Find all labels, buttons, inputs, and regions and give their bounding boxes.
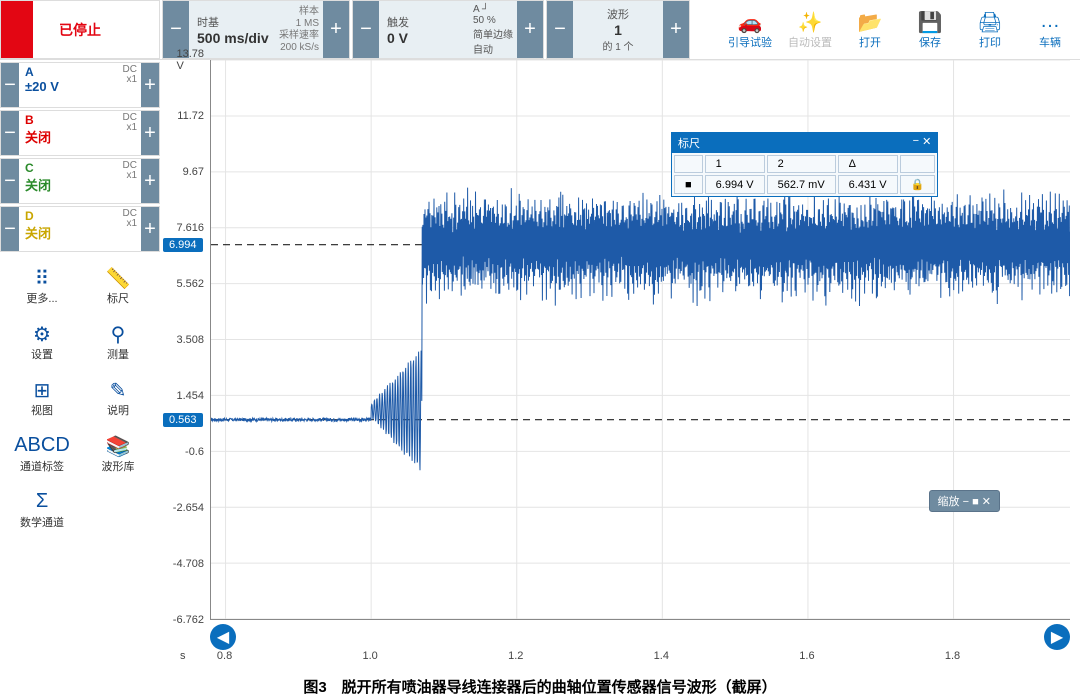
help-icon: ✎ <box>110 378 127 402</box>
status-label: 已停止 <box>59 20 101 40</box>
channel-D-minus[interactable]: − <box>1 207 19 251</box>
tool-measure[interactable]: ⚲测量 <box>80 314 156 370</box>
toolbar-guide-button[interactable]: 🚗引导试验 <box>720 0 780 59</box>
autoset-icon: ✨ <box>798 10 823 34</box>
nav-prev-button[interactable]: ◀ <box>210 624 236 650</box>
tool-help[interactable]: ✎说明 <box>80 370 156 426</box>
channel-B-minus[interactable]: − <box>1 111 19 155</box>
channel-C-minus[interactable]: − <box>1 159 19 203</box>
cursor-2-tag[interactable]: 0.563 <box>163 413 203 427</box>
trigger-plus[interactable]: + <box>517 1 543 58</box>
toolbar-open-button[interactable]: 📂打开 <box>840 0 900 59</box>
channel-A-plus[interactable]: + <box>141 63 159 107</box>
ruler-close-icon[interactable]: ✕ <box>922 135 931 151</box>
guide-icon: 🚗 <box>738 10 763 34</box>
channel-A-body[interactable]: A DCx1 ±20 V <box>19 63 141 107</box>
channel-D-plus[interactable]: + <box>141 207 159 251</box>
zoom-popup[interactable]: 缩放 − ■ ✕ <box>929 490 1000 512</box>
math-icon: Σ <box>36 490 48 514</box>
tool-settings[interactable]: ⚙设置 <box>4 314 80 370</box>
measure-icon: ⚲ <box>111 322 126 346</box>
channel-C-plus[interactable]: + <box>141 159 159 203</box>
trigger-value: 0 V <box>387 30 461 46</box>
waveform-value: 1 <box>581 22 655 38</box>
tool-view[interactable]: ⊞视图 <box>4 370 80 426</box>
tool-math[interactable]: Σ数学通道 <box>4 482 80 538</box>
chlabel-icon: ABCD <box>14 434 70 458</box>
toolbar-vehicle-button[interactable]: …车辆 <box>1020 0 1080 59</box>
ruler-minimize-icon[interactable]: − <box>913 135 919 151</box>
channel-B-body[interactable]: B DCx1 关闭 <box>19 111 141 155</box>
ruler-popup[interactable]: 标尺 − ✕ 12Δ■6.994 V562.7 mV6.431 V🔒 <box>671 132 938 197</box>
view-icon: ⊞ <box>34 378 51 402</box>
toolbar-autoset-button[interactable]: ✨自动设置 <box>780 0 840 59</box>
toolbar-save-button[interactable]: 💾保存 <box>900 0 960 59</box>
channel-D-row: − D DCx1 关闭 + <box>0 206 160 252</box>
wavelib-icon: 📚 <box>106 434 131 458</box>
trigger-label: 触发 <box>387 14 461 30</box>
waveform-prev[interactable]: − <box>547 1 573 58</box>
trigger-minus[interactable]: − <box>353 1 379 58</box>
settings-icon: ⚙ <box>33 322 51 346</box>
vehicle-icon: … <box>1040 10 1060 34</box>
channel-A-minus[interactable]: − <box>1 63 19 107</box>
waveform-label: 波形 <box>581 6 655 22</box>
timebase-value: 500 ms/div <box>197 30 271 46</box>
tool-chlabel[interactable]: ABCD通道标签 <box>4 426 80 482</box>
waveform-control: − 波形 1 的 1 个 + <box>546 0 690 59</box>
timebase-plus[interactable]: + <box>323 1 349 58</box>
tool-wavelib[interactable]: 📚波形库 <box>80 426 156 482</box>
more-icon: ⠿ <box>35 266 50 290</box>
tool-ruler[interactable]: 📏标尺 <box>80 258 156 314</box>
figure-caption: 图3 脱开所有喷油器导线连接器后的曲轴位置传感器信号波形（截屏） <box>0 670 1080 697</box>
open-icon: 📂 <box>858 10 883 34</box>
ruler-icon: 📏 <box>106 266 131 290</box>
channel-D-body[interactable]: D DCx1 关闭 <box>19 207 141 251</box>
nav-next-button[interactable]: ▶ <box>1044 624 1070 650</box>
toolbar-print-button[interactable]: 🖨打印 <box>960 0 1020 59</box>
status-panel: 已停止 <box>0 0 160 59</box>
channel-B-row: − B DCx1 关闭 + <box>0 110 160 156</box>
channel-A-row: − A DCx1 ±20 V + <box>0 62 160 108</box>
tool-more[interactable]: ⠿更多... <box>4 258 80 314</box>
channel-B-plus[interactable]: + <box>141 111 159 155</box>
timebase-label: 时基 <box>197 14 271 30</box>
ruler-table: 12Δ■6.994 V562.7 mV6.431 V🔒 <box>672 153 937 196</box>
trigger-control: − 触发 0 V A ┘ 50 % 简单边缘 自动 + <box>352 0 544 59</box>
waveform-next[interactable]: + <box>663 1 689 58</box>
waveform-sub: 的 1 个 <box>581 38 655 53</box>
cursor-1-tag[interactable]: 6.994 <box>163 238 203 252</box>
print-icon: 🖨 <box>977 10 1002 34</box>
channel-C-body[interactable]: C DCx1 关闭 <box>19 159 141 203</box>
channel-C-row: − C DCx1 关闭 + <box>0 158 160 204</box>
ruler-title: 标尺 <box>678 135 700 151</box>
save-icon: 💾 <box>918 10 943 34</box>
